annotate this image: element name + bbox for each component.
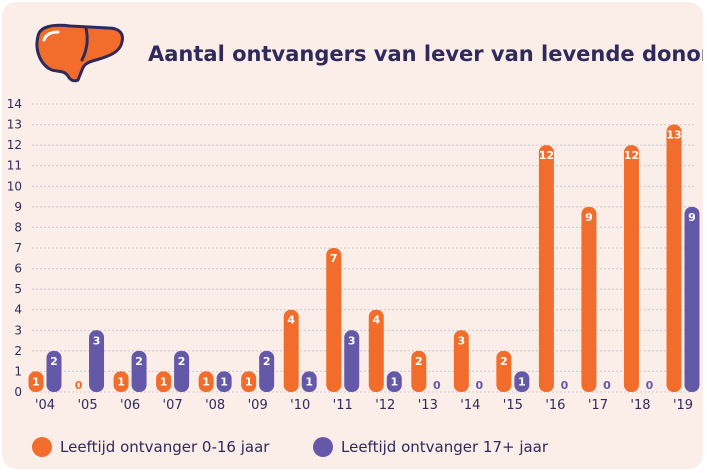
y-tick-label: 4 [14, 303, 22, 317]
bar-purple [131, 350, 147, 392]
x-tick-label: '11 [333, 398, 353, 413]
bar-value-label: 3 [93, 334, 101, 347]
x-tick-label: '09 [248, 398, 268, 413]
x-tick-label: '14 [460, 398, 480, 413]
y-tick-label: 8 [14, 220, 22, 234]
y-tick-label: 6 [14, 262, 22, 276]
bar-value-label: 3 [348, 334, 356, 347]
y-tick-label: 1 [14, 364, 22, 378]
legend-label-17plus: Leeftijd ontvanger 17+ jaar [341, 438, 549, 456]
y-tick-label: 11 [7, 159, 22, 173]
bar-value-label: 1 [160, 375, 168, 388]
bar-orange [113, 371, 129, 392]
x-tick-label: '15 [503, 398, 523, 413]
bar-value-label: 1 [390, 375, 398, 388]
y-tick-label: 12 [7, 138, 22, 152]
legend-item-0-16: Leeftijd ontvanger 0-16 jaar [32, 437, 269, 457]
bar-value-label: 12 [539, 149, 554, 162]
bar-value-label: 2 [135, 355, 143, 368]
bar-orange [156, 371, 172, 392]
bar-value-label: 0 [433, 379, 441, 392]
bar-purple [344, 330, 360, 392]
y-tick-label: 5 [14, 282, 22, 296]
x-tick-label: '16 [545, 398, 565, 413]
bar-orange [283, 309, 299, 392]
y-tick-label: 3 [14, 323, 22, 337]
x-tick-label: '17 [588, 398, 608, 413]
bar-purple [301, 371, 317, 392]
bar-purple [386, 371, 402, 392]
bar-value-label: 2 [415, 355, 423, 368]
bar-value-label: 13 [666, 129, 681, 142]
bar-value-label: 0 [646, 379, 654, 392]
bar-value-label: 2 [178, 355, 186, 368]
bar-purple [259, 350, 275, 392]
y-tick-label: 0 [14, 385, 22, 399]
bar-value-label: 4 [372, 314, 380, 327]
bar-orange [538, 145, 554, 392]
y-tick-label: 10 [7, 179, 22, 193]
x-tick-label: '08 [205, 398, 225, 413]
y-tick-label: 7 [14, 241, 22, 255]
bar-value-label: 2 [500, 355, 508, 368]
x-tick-label: '10 [290, 398, 310, 413]
bar-orange [198, 371, 214, 392]
bar-value-label: 9 [585, 211, 593, 224]
chart-title: Aantal ontvangers van lever van levende … [148, 42, 703, 66]
bar-value-label: 1 [202, 375, 210, 388]
x-tick-label: '12 [375, 398, 395, 413]
bar-orange [623, 145, 639, 392]
bar-value-label: 7 [330, 252, 338, 265]
bar-value-label: 3 [458, 334, 466, 347]
bar-purple [46, 350, 62, 392]
bar-orange [666, 124, 682, 393]
x-tick-label: '13 [418, 398, 438, 413]
x-tick-label: '06 [120, 398, 140, 413]
liver-icon [35, 23, 124, 83]
bar-value-label: 0 [75, 379, 83, 392]
bar-orange [241, 371, 257, 392]
bar-value-label: 9 [688, 211, 696, 224]
legend-item-17plus: Leeftijd ontvanger 17+ jaar [313, 437, 548, 457]
bar-orange [496, 350, 512, 392]
bar-value-label: 1 [305, 375, 313, 388]
x-tick-label: '05 [77, 398, 97, 413]
legend-label-0-16: Leeftijd ontvanger 0-16 jaar [60, 438, 270, 456]
legend-swatch-orange [32, 437, 52, 457]
bar-value-label: 12 [624, 149, 639, 162]
bar-value-label: 2 [263, 355, 271, 368]
bar-value-label: 1 [518, 375, 526, 388]
bar-value-label: 1 [32, 375, 40, 388]
bar-value-label: 0 [476, 379, 484, 392]
bar-orange [326, 248, 342, 392]
bar-value-label: 0 [561, 379, 569, 392]
bar-purple [89, 330, 105, 392]
bar-value-label: 2 [50, 355, 58, 368]
bar-orange [581, 206, 597, 392]
y-tick-label: 13 [7, 118, 22, 132]
bar-value-label: 0 [603, 379, 611, 392]
bar-value-label: 1 [117, 375, 125, 388]
legend-swatch-purple [313, 437, 333, 457]
bar-orange [368, 309, 384, 392]
bar-orange [453, 330, 469, 392]
bar-orange [411, 350, 427, 392]
y-tick-label: 2 [14, 344, 22, 358]
bar-value-label: 4 [287, 314, 295, 327]
x-tick-label: '18 [630, 398, 650, 413]
y-tick-label: 9 [14, 200, 22, 214]
y-tick-label: 14 [7, 97, 22, 111]
x-tick-label: '19 [673, 398, 693, 413]
x-tick-label: '07 [163, 398, 183, 413]
x-tick-label: '04 [35, 398, 55, 413]
bar-purple [216, 371, 232, 392]
bar-value-label: 1 [245, 375, 253, 388]
bar-purple [174, 350, 190, 392]
bar-orange [28, 371, 44, 392]
bar-value-label: 1 [220, 375, 228, 388]
bar-purple [684, 206, 700, 392]
bar-purple [514, 371, 530, 392]
